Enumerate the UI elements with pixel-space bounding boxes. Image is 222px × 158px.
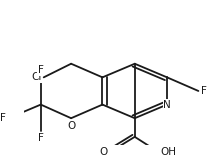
Text: F: F [0,113,6,123]
Text: Cl: Cl [31,72,41,82]
Text: F: F [201,86,207,96]
Text: O: O [67,121,75,131]
Text: O: O [100,147,108,157]
Text: F: F [38,133,44,143]
Text: OH: OH [161,147,176,157]
Text: F: F [38,65,44,75]
Text: N: N [163,100,171,110]
